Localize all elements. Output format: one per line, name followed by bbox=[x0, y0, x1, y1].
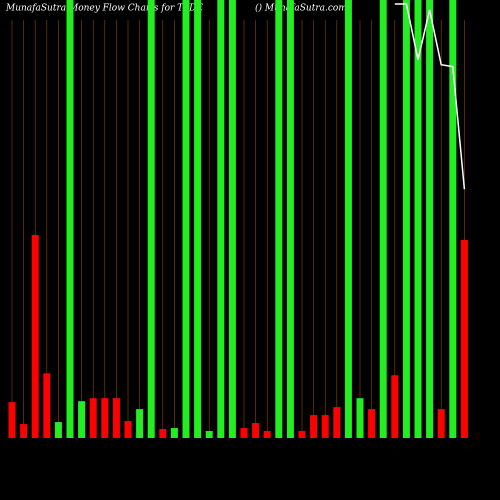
bar bbox=[449, 0, 457, 438]
bar bbox=[217, 0, 225, 438]
line bbox=[394, 3, 466, 190]
bar bbox=[414, 0, 422, 438]
bar bbox=[286, 0, 294, 438]
bar bbox=[8, 402, 16, 438]
bar bbox=[194, 0, 202, 438]
bar bbox=[54, 422, 62, 438]
bar bbox=[205, 431, 213, 438]
bar bbox=[356, 398, 364, 438]
bar bbox=[310, 415, 318, 438]
bar bbox=[368, 409, 376, 438]
bar bbox=[159, 429, 167, 438]
bar bbox=[112, 398, 120, 438]
bar bbox=[391, 375, 399, 438]
bar bbox=[437, 409, 445, 438]
bar bbox=[89, 398, 97, 438]
bar bbox=[344, 0, 352, 438]
bar bbox=[263, 431, 271, 438]
bar bbox=[20, 424, 28, 438]
bar bbox=[275, 0, 283, 438]
bar bbox=[379, 0, 387, 438]
bar bbox=[460, 239, 468, 438]
bar bbox=[43, 373, 51, 438]
bar bbox=[147, 0, 155, 438]
bar bbox=[228, 0, 236, 438]
chart-title: MunafaSutra Money Flow Charts for TYDE bbox=[5, 4, 203, 14]
bar bbox=[402, 0, 410, 438]
bar bbox=[333, 407, 341, 438]
bar bbox=[240, 428, 248, 438]
bar bbox=[298, 431, 306, 438]
bar bbox=[124, 421, 132, 438]
bar bbox=[321, 415, 329, 438]
bar bbox=[426, 0, 434, 438]
bar bbox=[182, 0, 190, 438]
bar bbox=[252, 423, 260, 438]
bar bbox=[170, 428, 178, 438]
bar bbox=[31, 234, 39, 438]
bar bbox=[101, 398, 109, 438]
bar bbox=[78, 401, 86, 438]
bar bbox=[136, 409, 144, 438]
chart-subtitle: () MunafaSutra.com bbox=[255, 3, 347, 14]
bar bbox=[66, 0, 74, 438]
